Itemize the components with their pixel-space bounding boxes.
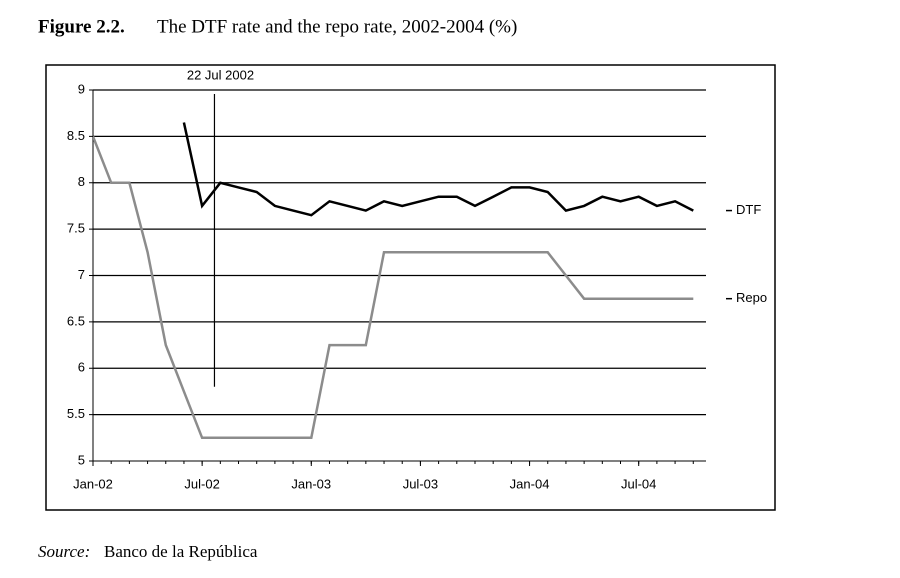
x-tick-label: Jul-03: [403, 476, 438, 491]
x-tick-label: Jul-02: [184, 476, 219, 491]
x-tick-label: Jan-04: [510, 476, 550, 491]
y-tick-label: 7.5: [67, 221, 85, 236]
x-tick-label: Jan-03: [291, 476, 331, 491]
y-tick-label: 5.5: [67, 406, 85, 421]
legend-label: DTF: [736, 202, 761, 217]
x-tick-label: Jan-02: [73, 476, 113, 491]
y-tick-label: 6.5: [67, 313, 85, 328]
figure-label: Figure 2.2.: [38, 16, 125, 37]
x-tick-label: Jul-04: [621, 476, 656, 491]
y-tick-label: 8.5: [67, 128, 85, 143]
series-line: [182, 122, 694, 217]
series-line: [93, 135, 694, 440]
annotation-label: 22 Jul 2002: [187, 67, 254, 82]
y-tick-label: 5: [78, 452, 85, 467]
y-tick-label: 9: [78, 81, 85, 96]
y-tick-label: 6: [78, 360, 85, 375]
source: Banco de la República: [104, 542, 258, 561]
y-tick-label: 7: [78, 267, 85, 282]
source-label: Source:: [38, 542, 90, 561]
legend-label: Repo: [736, 290, 767, 305]
y-tick-label: 8: [78, 174, 85, 189]
chart-frame: [45, 64, 776, 511]
chart-title: The DTF rate and the repo rate, 2002-200…: [157, 16, 517, 37]
